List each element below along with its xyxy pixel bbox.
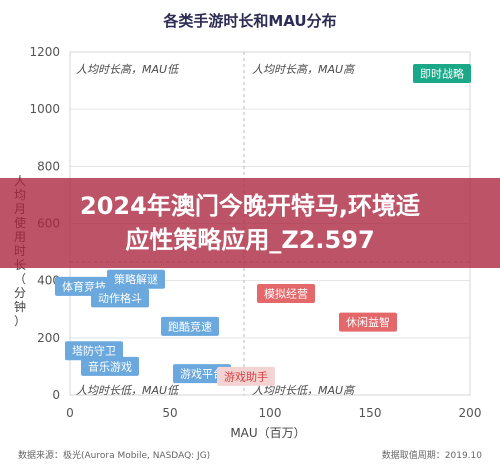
point-marker-3 — [91, 288, 149, 308]
point-label-5: 塔防守卫 — [72, 344, 116, 358]
point-label-4: 跑酷竞速 — [168, 319, 212, 333]
point-marker-2 — [107, 269, 165, 289]
x-tick-label-4: 200 — [459, 406, 482, 420]
data-point-9: 模拟经营 — [257, 284, 315, 304]
data-point-5: 塔防守卫 — [65, 341, 123, 361]
point-marker-9 — [257, 284, 315, 304]
quadrant-label-top-left: 人均时长高，MAU低 — [76, 63, 180, 76]
data-point-8: 游戏助手 — [217, 366, 275, 386]
point-marker-6 — [81, 356, 139, 376]
source-note: 数据来源：极光(Aurora Mobile, NASDAQ: JG) — [18, 449, 210, 461]
point-marker-4 — [161, 316, 219, 336]
x-tick-label-2: 100 — [259, 406, 282, 420]
overlay-banner: 2024年澳门今晚开特马,环境适 应性策略应用_Z2.597 — [0, 178, 500, 268]
y-tick-label-4: 800 — [37, 159, 60, 173]
point-label-8: 游戏助手 — [224, 369, 268, 383]
point-marker-0 — [413, 63, 471, 83]
data-point-3: 动作格斗 — [91, 288, 149, 308]
y-tick-label-0: 0 — [52, 388, 60, 402]
point-marker-7 — [173, 364, 231, 384]
point-marker-8 — [217, 366, 275, 386]
point-label-10: 休闲益智 — [346, 315, 390, 329]
date-note: 数据取值周期：2019.10 — [382, 449, 482, 461]
data-point-0: 即时战略 — [413, 63, 471, 83]
x-axis-ticks: 0 50 100 150 200 — [66, 406, 481, 420]
point-label-2: 策略解谜 — [114, 272, 158, 286]
point-label-9: 模拟经营 — [264, 287, 308, 301]
point-marker-5 — [65, 341, 123, 361]
point-label-6: 音乐游戏 — [88, 359, 132, 373]
point-label-0: 即时战略 — [420, 66, 464, 80]
overlay-line-2: 应性策略应用_Z2.597 — [125, 226, 375, 254]
overlay-line-1: 2024年澳门今晚开特马,环境适 — [80, 192, 420, 220]
data-point-6: 音乐游戏 — [81, 356, 139, 376]
data-point-7: 游戏平台 — [173, 364, 231, 384]
y-tick-label-5: 1000 — [29, 102, 60, 116]
point-label-3: 动作格斗 — [98, 291, 142, 305]
quadrant-label-top-right: 人均时长高，MAU高 — [252, 63, 356, 76]
quadrant-label-bottom-left: 人均时长低，MAU低 — [76, 384, 180, 397]
x-axis-title: MAU（百万） — [230, 426, 305, 440]
x-tick-label-0: 0 — [66, 406, 74, 420]
overlay-text: 2024年澳门今晚开特马,环境适 应性策略应用_Z2.597 — [15, 189, 485, 257]
x-tick-label-1: 50 — [162, 406, 177, 420]
y-axis-ticks: 020040060080010001200 — [29, 45, 60, 402]
chart-title: 各类手游时长和MAU分布 — [162, 12, 336, 30]
data-point-2: 策略解谜 — [107, 269, 165, 289]
y-tick-label-1: 200 — [37, 331, 60, 345]
data-point-4: 跑酷竞速 — [161, 316, 219, 336]
data-point-10: 休闲益智 — [339, 312, 397, 332]
y-tick-label-2: 400 — [37, 274, 60, 288]
point-label-7: 游戏平台 — [180, 367, 224, 381]
quadrant-label-bottom-right: 人均时长低，MAU高 — [252, 384, 356, 397]
x-tick-label-3: 150 — [359, 406, 382, 420]
point-marker-10 — [339, 312, 397, 332]
y-tick-label-6: 1200 — [29, 45, 60, 59]
